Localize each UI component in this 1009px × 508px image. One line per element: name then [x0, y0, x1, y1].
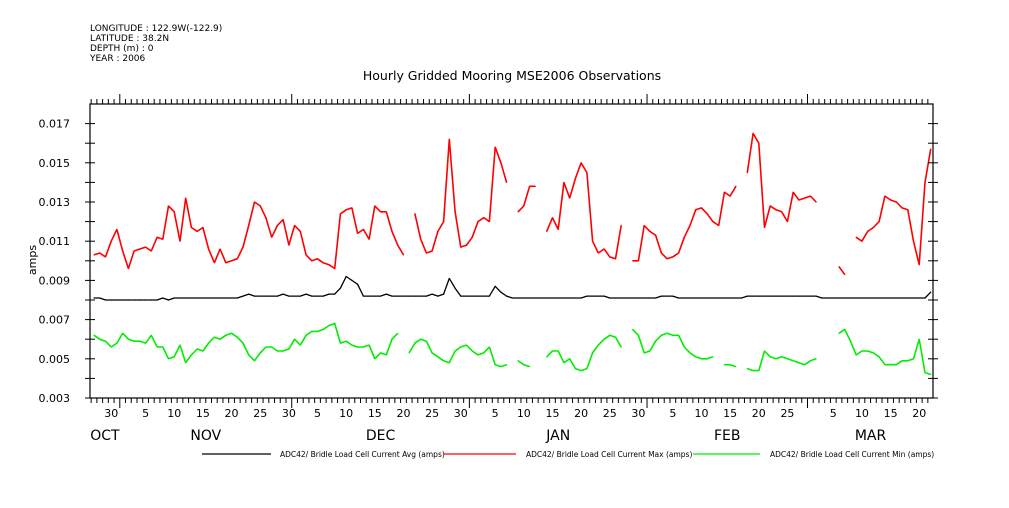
series-max-line: [93, 197, 405, 270]
depth-label: DEPTH (m) : 0: [90, 44, 154, 54]
series-max-line: [838, 266, 846, 275]
series-max-line: [855, 148, 932, 265]
y-tick-label: 0.005: [39, 353, 71, 366]
series-min-line: [838, 328, 931, 376]
y-tick-label: 0.007: [39, 314, 71, 327]
series-max-line: [545, 162, 622, 260]
series-avg-group: [93, 275, 932, 301]
x-tick-label: 20: [574, 407, 588, 420]
series-min-group: [93, 322, 932, 376]
series-max-line: [746, 132, 817, 228]
x-tick-label: 10: [339, 407, 353, 420]
x-tick-label: 25: [253, 407, 267, 420]
y-tick-label: 0.011: [39, 235, 71, 248]
x-tick-label: 5: [669, 407, 676, 420]
x-tick-label: 10: [694, 407, 708, 420]
x-tick-label: 10: [855, 407, 869, 420]
series-min-line: [408, 338, 507, 368]
x-tick-label: 30: [282, 407, 296, 420]
x-tick-label: 5: [830, 407, 837, 420]
series-min-line: [747, 350, 817, 372]
x-tick-label: 25: [780, 407, 794, 420]
x-tick-label: 15: [545, 407, 559, 420]
x-tick-label: 15: [884, 407, 898, 420]
year-label: YEAR : 2006: [89, 54, 146, 64]
series-min-line: [632, 328, 714, 360]
x-tick-label: 5: [492, 407, 499, 420]
x-tick-label: 25: [603, 407, 617, 420]
x-tick-label: 25: [425, 407, 439, 420]
x-tick-label: 30: [104, 407, 118, 420]
y-tick-label: 0.009: [39, 274, 71, 287]
series-max-group: [93, 132, 932, 276]
latitude-label: LATITUDE : 38.2N: [90, 34, 169, 44]
x-month-label: FEB: [714, 428, 741, 444]
series-max-line: [414, 139, 508, 254]
x-tick-label: 15: [196, 407, 210, 420]
series-min-line: [546, 334, 622, 372]
series-max-line: [632, 185, 737, 262]
y-tick-label: 0.015: [39, 157, 71, 170]
series-layer: [93, 132, 932, 376]
x-tick-label: 30: [454, 407, 468, 420]
legend-label-max: ADC42/ Bridle Load Cell Current Max (amp…: [526, 450, 692, 459]
series-min-line: [93, 322, 399, 364]
legend: ADC42/ Bridle Load Cell Current Avg (amp…: [202, 450, 934, 459]
y-tick-label: 0.017: [39, 118, 71, 131]
x-tick-label: 5: [314, 407, 321, 420]
x-tick-label: 20: [752, 407, 766, 420]
x-month-label: DEC: [366, 428, 396, 444]
x-tick-label: 15: [723, 407, 737, 420]
longitude-label: LONGITUDE : 122.9W(-122.9): [90, 24, 222, 34]
x-month-label: MAR: [855, 428, 887, 444]
y-tick-label: 0.003: [39, 392, 71, 405]
y-tick-label: 0.013: [39, 196, 71, 209]
x-tick-label: 10: [167, 407, 181, 420]
series-avg-line: [94, 275, 932, 301]
x-month-label: NOV: [190, 428, 221, 444]
x-tick-label: 10: [517, 407, 531, 420]
x-month-label: OCT: [90, 428, 120, 444]
x-tick-label: 20: [225, 407, 239, 420]
y-axis-label: amps: [26, 245, 39, 275]
series-min-line: [724, 363, 737, 368]
x-tick-label: 30: [631, 407, 645, 420]
axes: 0.003 0.005 0.007 0.009 0.011 0.013 0.015 0.017…: [39, 94, 938, 444]
series-min-line: [517, 360, 530, 368]
x-tick-label: 15: [368, 407, 382, 420]
x-tick-label: 5: [142, 407, 149, 420]
chart-title: Hourly Gridded Mooring MSE2006 Observati…: [363, 68, 661, 83]
legend-label-avg: ADC42/ Bridle Load Cell Current Avg (amp…: [280, 450, 445, 459]
legend-label-min: ADC42/ Bridle Load Cell Current Min (amp…: [770, 450, 934, 459]
plot-frame: [89, 103, 934, 399]
x-tick-label: 20: [396, 407, 410, 420]
series-max-line: [517, 185, 536, 213]
x-month-label: JAN: [545, 428, 570, 444]
x-tick-label: 20: [912, 407, 926, 420]
